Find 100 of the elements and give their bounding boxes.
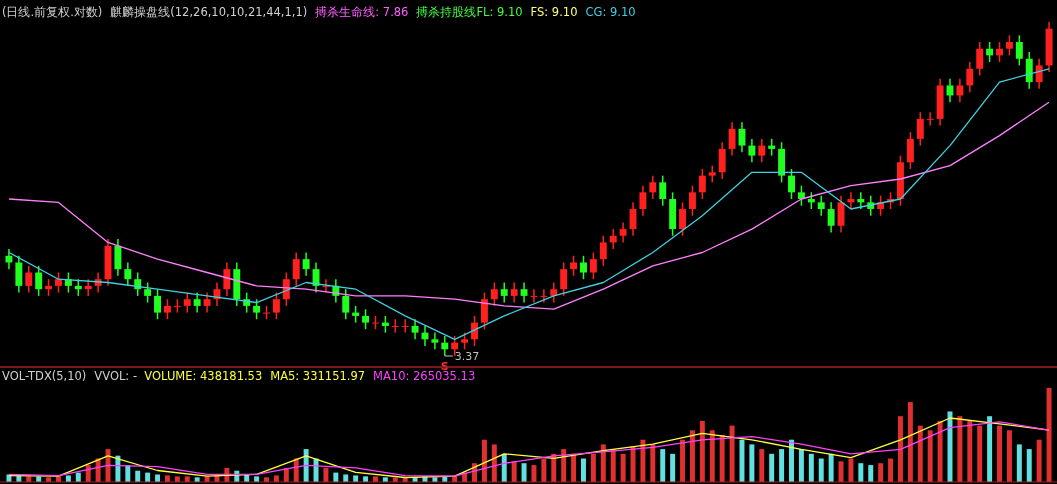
- candlestick: [322, 278, 330, 294]
- candlestick: [193, 291, 201, 314]
- candlestick: [1005, 34, 1013, 57]
- bar: [897, 416, 903, 482]
- bar: [541, 458, 547, 482]
- candlestick: [292, 251, 300, 287]
- bar: [709, 430, 715, 482]
- candlestick: [480, 291, 488, 331]
- bar: [719, 435, 725, 482]
- bar: [650, 444, 656, 482]
- bar: [610, 449, 616, 482]
- bar: [1036, 439, 1042, 482]
- candlestick: [599, 235, 607, 267]
- candlestick: [827, 201, 835, 234]
- bar: [808, 453, 814, 482]
- candlestick: [966, 61, 974, 93]
- bar: [689, 430, 695, 482]
- candlestick: [203, 291, 211, 314]
- text: CG: 9.10: [585, 5, 636, 19]
- bar: [640, 439, 646, 482]
- candlestick: [500, 281, 508, 304]
- candlestick: [223, 261, 231, 297]
- candlestick: [589, 251, 597, 280]
- candlestick: [986, 41, 994, 63]
- candlestick: [1015, 34, 1023, 67]
- candlestick: [401, 318, 409, 334]
- bar: [531, 465, 537, 482]
- bar: [600, 444, 606, 482]
- bar: [957, 416, 963, 482]
- bar: [739, 439, 745, 482]
- bar: [273, 475, 279, 482]
- candlestick: [570, 255, 578, 277]
- chart-title: VOL-TDX(5,10): [2, 369, 87, 383]
- bar: [155, 474, 161, 482]
- candlestick: [520, 281, 528, 304]
- chart-subtitle: 麒麟操盘线(12,26,10,10,21,44,1,1): [110, 5, 308, 19]
- bar: [303, 449, 309, 482]
- bar: [818, 458, 824, 482]
- candlestick: [926, 111, 934, 127]
- candlestick: [253, 298, 261, 321]
- bar: [878, 463, 884, 482]
- candlestick: [619, 221, 627, 244]
- candlestick: [906, 131, 914, 170]
- candlestick: [540, 288, 548, 304]
- candlestick: [114, 238, 122, 277]
- bar: [927, 430, 933, 482]
- candlestick: [15, 255, 23, 294]
- candlestick: [659, 174, 667, 207]
- bar: [838, 461, 844, 482]
- candlestick: [748, 138, 756, 164]
- annotation: 3.37: [454, 350, 480, 363]
- bar: [997, 425, 1002, 482]
- bar: [977, 425, 983, 482]
- candlestick: [490, 281, 498, 307]
- bar: [888, 458, 894, 482]
- candlestick: [718, 141, 726, 180]
- candlestick: [580, 255, 587, 280]
- bar: [1016, 444, 1022, 482]
- bar: [491, 444, 497, 482]
- text: VOLUME: 438181.53: [144, 369, 263, 383]
- candlestick: [510, 281, 518, 304]
- candlestick: [817, 194, 825, 217]
- bar: [511, 461, 517, 482]
- candlestick: [441, 335, 449, 357]
- bar: [1046, 388, 1052, 482]
- chart-subtitle: VVOL: -: [94, 369, 137, 383]
- candlestick: [431, 331, 439, 351]
- candlestick: [609, 228, 617, 250]
- chart-title: (日线.前复权.对数): [2, 5, 103, 19]
- candlestick: [728, 121, 736, 157]
- candlestick: [639, 184, 647, 217]
- bar: [353, 475, 359, 482]
- bar: [699, 420, 705, 482]
- candlestick: [550, 281, 558, 304]
- candlestick: [976, 41, 984, 77]
- candlestick: [84, 278, 92, 297]
- bar: [680, 439, 686, 482]
- candlestick: [342, 288, 350, 321]
- bar: [987, 416, 993, 482]
- bar: [1006, 430, 1012, 482]
- text: FS: 9.10: [530, 5, 578, 19]
- candlestick: [362, 308, 370, 331]
- text: MA5: 331151.97: [270, 369, 366, 383]
- candlestick: [857, 191, 865, 210]
- candlestick: [25, 265, 33, 294]
- candlestick: [996, 41, 1003, 63]
- candlestick: [530, 288, 538, 304]
- bar: [65, 475, 71, 482]
- candlestick: [698, 168, 706, 200]
- bar: [481, 439, 487, 482]
- candlestick: [847, 191, 855, 210]
- candlestick: [797, 184, 805, 207]
- text: 搏杀生命线: 7.86: [315, 5, 409, 19]
- candlestick: [649, 174, 657, 200]
- bar: [868, 465, 874, 482]
- candlestick: [144, 281, 152, 304]
- text: 搏杀持股线FL: 9.10: [416, 5, 523, 19]
- candlestick: [272, 291, 280, 321]
- candlestick: [956, 78, 964, 103]
- candlestick: [560, 261, 568, 297]
